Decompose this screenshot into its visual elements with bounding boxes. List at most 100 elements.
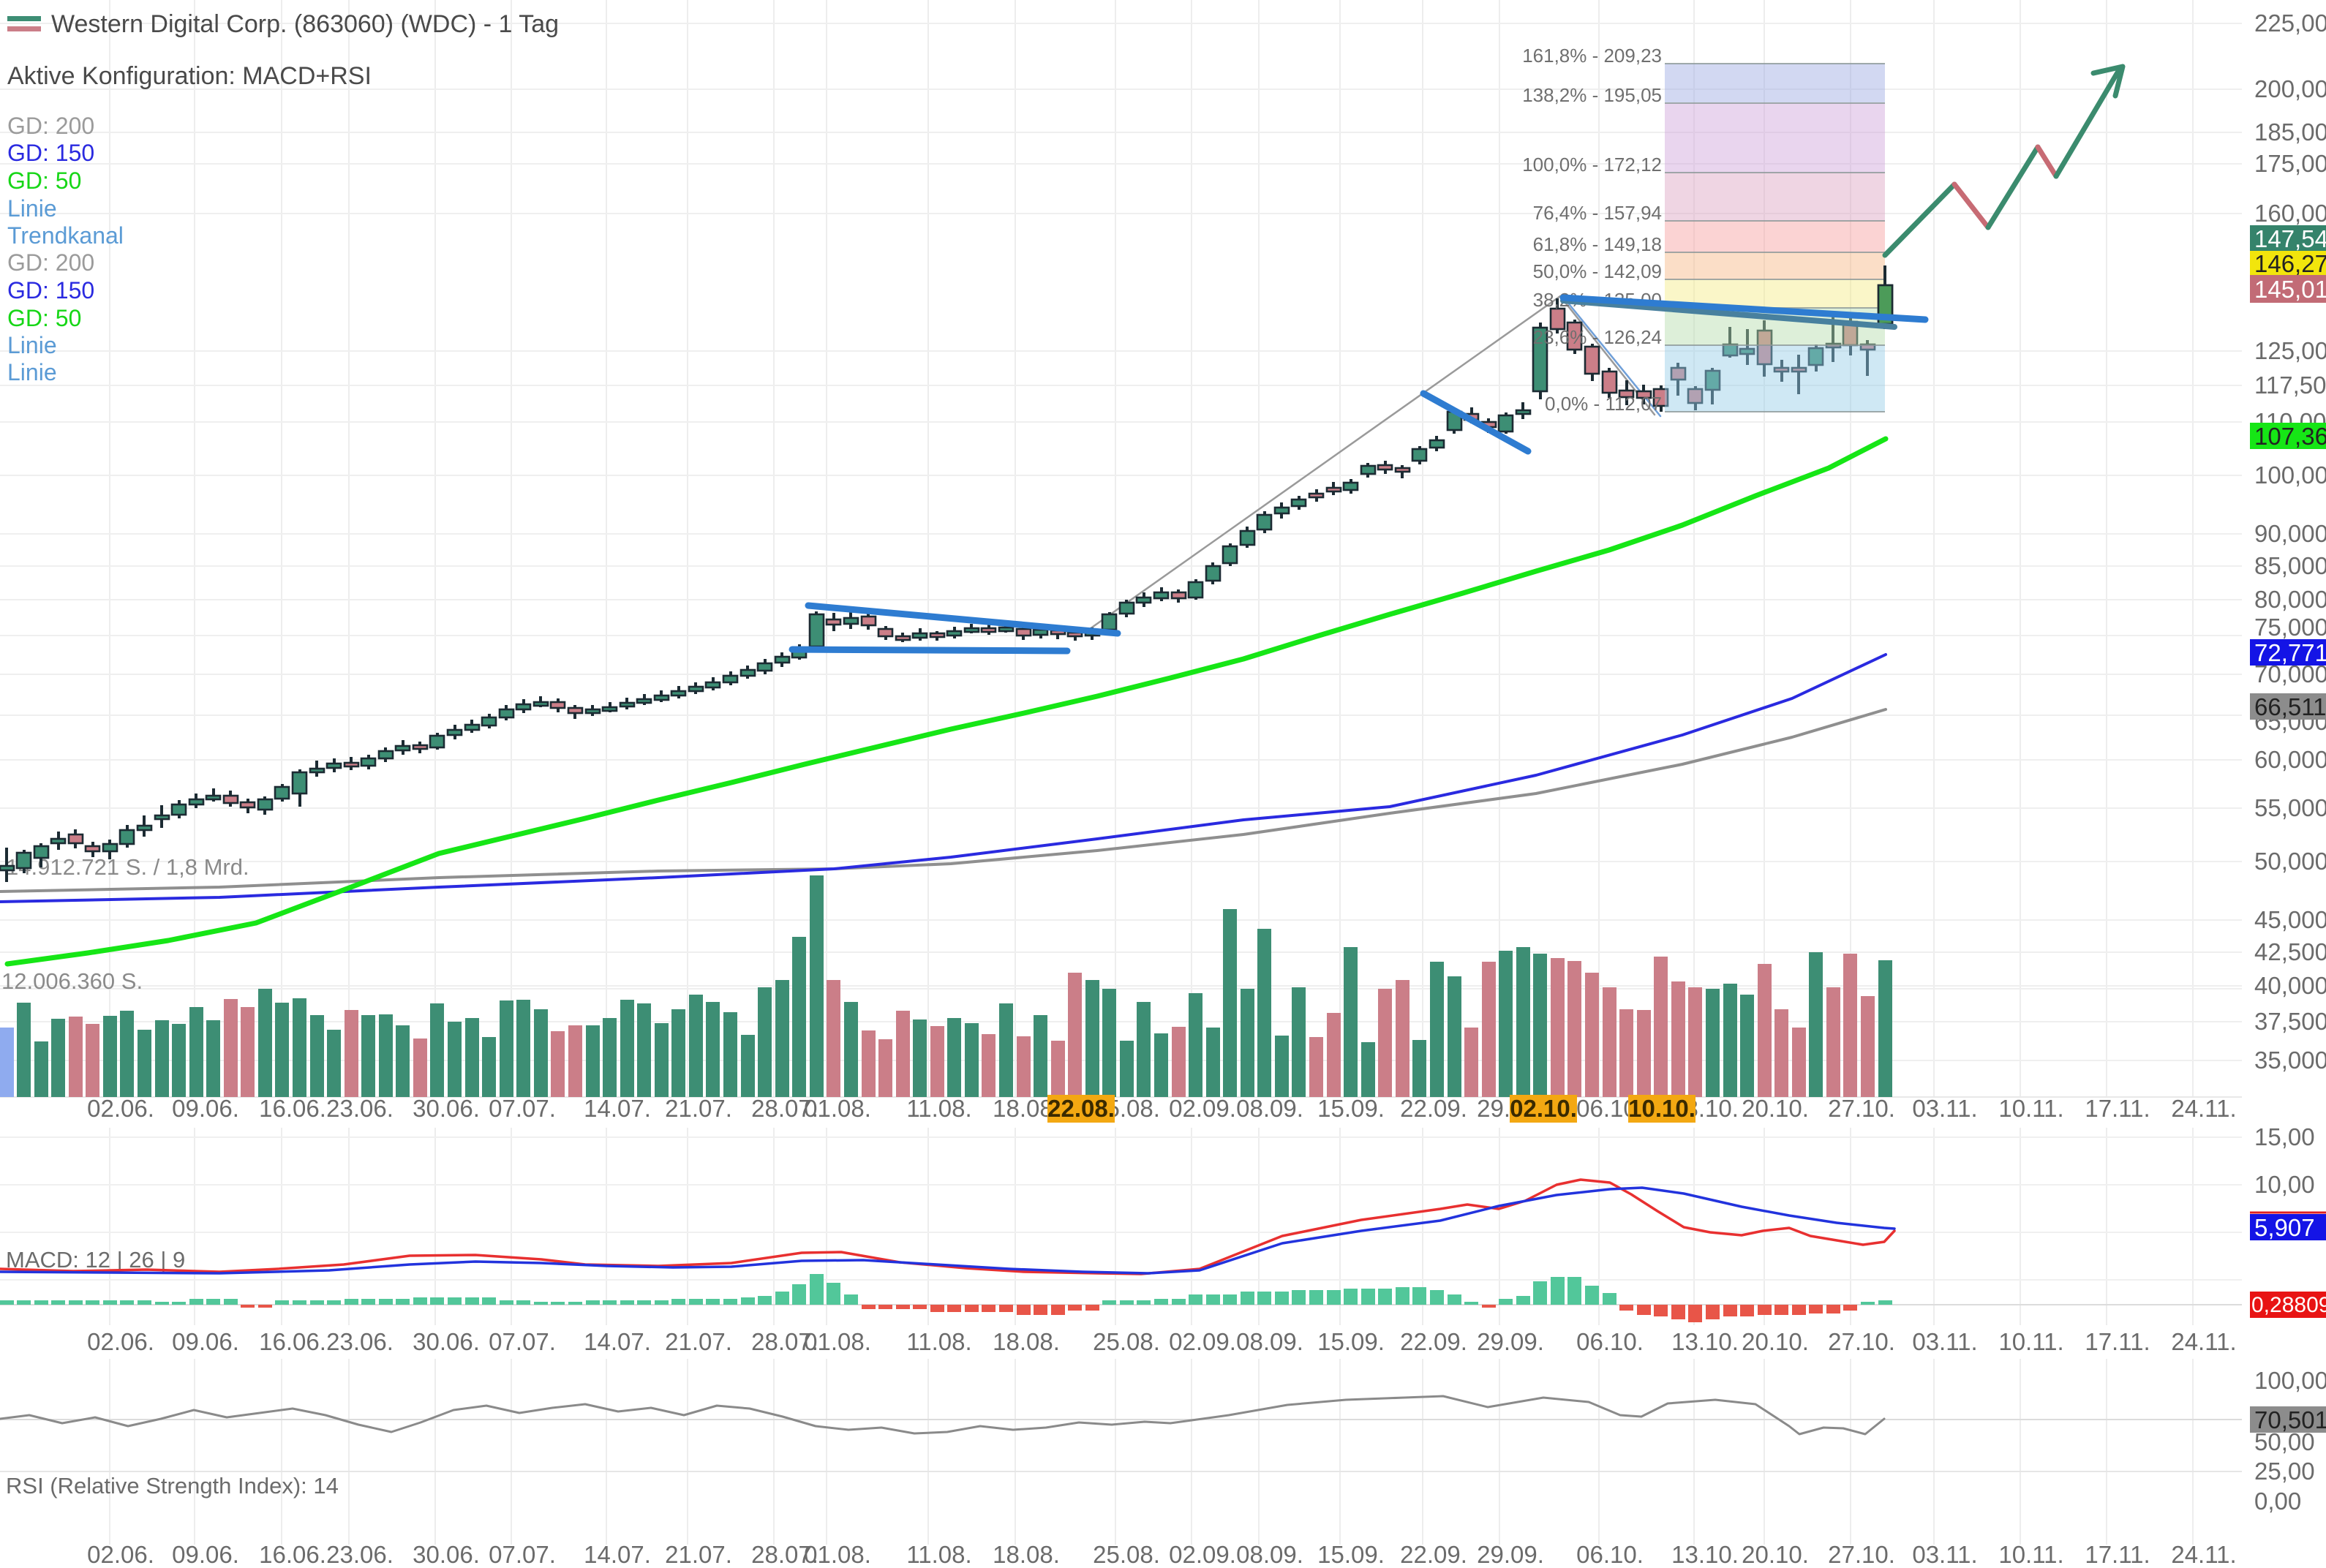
svg-text:10,00: 10,00 — [2254, 1171, 2315, 1198]
svg-text:5,907: 5,907 — [2254, 1214, 2315, 1241]
svg-text:50,0% - 142,09: 50,0% - 142,09 — [1533, 260, 1662, 282]
svg-text:07.07.: 07.07. — [489, 1095, 556, 1122]
svg-text:02.09.: 02.09. — [1169, 1095, 1236, 1122]
svg-text:75,000: 75,000 — [2254, 614, 2326, 641]
svg-text:24.11.: 24.11. — [2171, 1095, 2236, 1122]
svg-text:145,010: 145,010 — [2254, 276, 2326, 303]
svg-text:85,000: 85,000 — [2254, 552, 2326, 579]
svg-text:161,8% - 209,23: 161,8% - 209,23 — [1522, 45, 1662, 67]
svg-text:GD: 50: GD: 50 — [7, 167, 81, 194]
svg-text:GD: 200: GD: 200 — [7, 249, 94, 276]
svg-text:42,500: 42,500 — [2254, 938, 2326, 965]
svg-text:11.08.: 11.08. — [906, 1541, 971, 1568]
svg-text:Linie: Linie — [7, 195, 57, 222]
svg-text:13.10.: 13.10. — [1671, 1328, 1739, 1355]
svg-text:27.10.: 27.10. — [1828, 1541, 1895, 1568]
svg-text:Western Digital Corp. (863060): Western Digital Corp. (863060) (WDC) - 1… — [51, 10, 559, 38]
svg-text:02.09.: 02.09. — [1169, 1328, 1236, 1355]
svg-text:175,000: 175,000 — [2254, 150, 2326, 177]
svg-text:11.08.: 11.08. — [906, 1328, 971, 1355]
svg-text:21.07.: 21.07. — [665, 1095, 732, 1122]
svg-text:01.08.: 01.08. — [804, 1095, 871, 1122]
svg-text:61,8% - 149,18: 61,8% - 149,18 — [1533, 233, 1662, 255]
svg-text:GD: 50: GD: 50 — [7, 305, 81, 331]
svg-text:08.09.: 08.09. — [1236, 1328, 1303, 1355]
svg-text:16.06.: 16.06. — [259, 1328, 326, 1355]
svg-text:29.09.: 29.09. — [1477, 1328, 1544, 1355]
svg-text:07.07.: 07.07. — [489, 1328, 556, 1355]
svg-text:17.11.: 17.11. — [2085, 1328, 2150, 1355]
svg-text:Trendkanal: Trendkanal — [7, 222, 124, 249]
svg-text:80,000: 80,000 — [2254, 586, 2326, 613]
svg-text:37,500: 37,500 — [2254, 1008, 2326, 1035]
svg-text:28.07.: 28.07. — [751, 1328, 818, 1355]
svg-text:200,000: 200,000 — [2254, 75, 2326, 102]
svg-text:14.07.: 14.07. — [584, 1095, 651, 1122]
svg-text:12.006.360 S.: 12.006.360 S. — [1, 968, 143, 994]
svg-text:30.06.: 30.06. — [413, 1328, 480, 1355]
svg-text:22.09.: 22.09. — [1400, 1328, 1467, 1355]
svg-text:10.10.: 10.10. — [1628, 1095, 1695, 1122]
svg-text:08.09.: 08.09. — [1236, 1541, 1303, 1568]
svg-text:17.11.: 17.11. — [2085, 1541, 2150, 1568]
svg-text:02.10.: 02.10. — [1510, 1095, 1577, 1122]
svg-text:76,4% - 157,94: 76,4% - 157,94 — [1533, 202, 1662, 224]
svg-text:23,6% - 126,24: 23,6% - 126,24 — [1533, 326, 1662, 348]
svg-text:11.08.: 11.08. — [906, 1095, 971, 1122]
svg-text:02.06.: 02.06. — [87, 1095, 154, 1122]
svg-text:09.06.: 09.06. — [172, 1328, 239, 1355]
svg-text:25,00: 25,00 — [2254, 1458, 2315, 1485]
svg-text:Linie: Linie — [7, 359, 57, 385]
svg-text:01.08.: 01.08. — [804, 1541, 871, 1568]
svg-text:117,500: 117,500 — [2254, 372, 2326, 399]
svg-text:20.10.: 20.10. — [1742, 1541, 1809, 1568]
svg-text:0,00: 0,00 — [2254, 1488, 2301, 1515]
svg-text:02.09.: 02.09. — [1169, 1541, 1236, 1568]
svg-text:13.10.: 13.10. — [1671, 1541, 1739, 1568]
svg-text:50,000: 50,000 — [2254, 848, 2326, 875]
svg-text:06.10.: 06.10. — [1576, 1541, 1644, 1568]
svg-text:03.11.: 03.11. — [1912, 1328, 1977, 1355]
svg-text:0,28809: 0,28809 — [2251, 1293, 2326, 1317]
svg-text:72,771: 72,771 — [2254, 639, 2326, 666]
svg-text:107,369: 107,369 — [2254, 423, 2326, 450]
svg-text:147,543: 147,543 — [2254, 225, 2326, 252]
svg-text:28.07.: 28.07. — [751, 1095, 818, 1122]
svg-text:RSI (Relative Strength Index):: RSI (Relative Strength Index): 14 — [6, 1473, 339, 1499]
svg-text:25.08.: 25.08. — [1093, 1541, 1160, 1568]
svg-text:50,00: 50,00 — [2254, 1428, 2315, 1455]
svg-text:100,000: 100,000 — [2254, 461, 2326, 489]
svg-text:125,000: 125,000 — [2254, 337, 2326, 364]
svg-text:66,511: 66,511 — [2254, 693, 2326, 720]
svg-text:MACD: 12 | 26 | 9: MACD: 12 | 26 | 9 — [6, 1247, 185, 1273]
svg-text:70,501: 70,501 — [2254, 1406, 2326, 1433]
svg-text:28.07.: 28.07. — [751, 1541, 818, 1568]
svg-text:08.09.: 08.09. — [1236, 1095, 1303, 1122]
svg-text:30.06.: 30.06. — [413, 1541, 480, 1568]
svg-text:03.11.: 03.11. — [1912, 1541, 1977, 1568]
svg-text:09.06.: 09.06. — [172, 1095, 239, 1122]
svg-text:185,000: 185,000 — [2254, 118, 2326, 146]
svg-text:27.10.: 27.10. — [1828, 1095, 1895, 1122]
svg-text:23.06.: 23.06. — [326, 1328, 394, 1355]
svg-text:23.06.: 23.06. — [326, 1095, 394, 1122]
svg-text:22.09.: 22.09. — [1400, 1095, 1467, 1122]
svg-text:25.08.: 25.08. — [1093, 1328, 1160, 1355]
svg-text:10.11.: 10.11. — [1998, 1541, 2063, 1568]
svg-text:30.06.: 30.06. — [413, 1095, 480, 1122]
svg-text:16.06.: 16.06. — [259, 1095, 326, 1122]
svg-text:22.09.: 22.09. — [1400, 1541, 1467, 1568]
svg-text:146,279: 146,279 — [2254, 250, 2326, 277]
svg-text:40,000: 40,000 — [2254, 972, 2326, 999]
svg-text:225,000: 225,000 — [2254, 10, 2326, 37]
svg-text:27.10.: 27.10. — [1828, 1328, 1895, 1355]
svg-text:02.06.: 02.06. — [87, 1328, 154, 1355]
svg-text:07.07.: 07.07. — [489, 1541, 556, 1568]
svg-text:15.09.: 15.09. — [1317, 1328, 1385, 1355]
svg-text:15.09.: 15.09. — [1317, 1541, 1385, 1568]
svg-text:Linie: Linie — [7, 332, 57, 358]
svg-text:23.06.: 23.06. — [326, 1541, 394, 1568]
svg-text:16.06.: 16.06. — [259, 1541, 326, 1568]
svg-text:Aktive Konfiguration: MACD+RSI: Aktive Konfiguration: MACD+RSI — [7, 62, 372, 90]
svg-text:20.10.: 20.10. — [1742, 1328, 1809, 1355]
